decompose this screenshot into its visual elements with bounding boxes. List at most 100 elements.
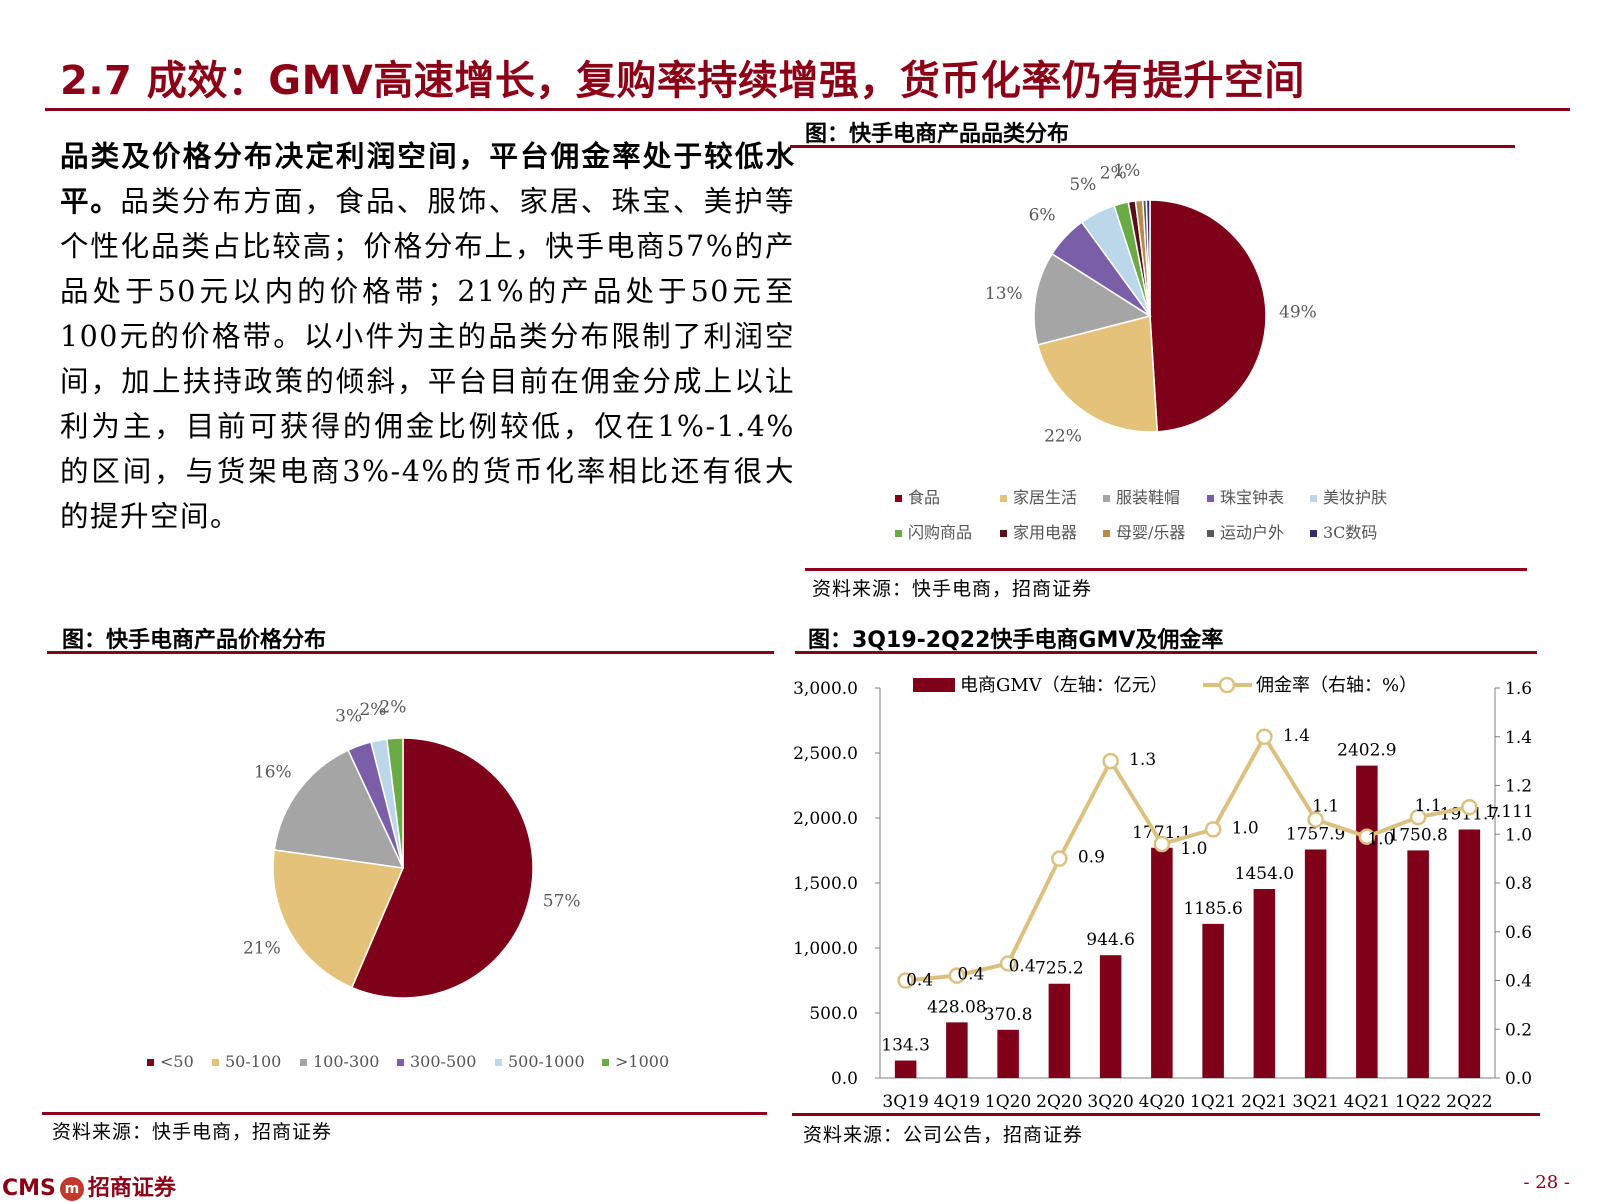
chart3-bar-3Q19 <box>894 1060 917 1078</box>
chart3-line-point-2Q22 <box>1461 798 1478 816</box>
body-text: 品类分布方面，食品、服饰、家居、珠宝、美护等个性化品类占比较高；价格分布上，快手… <box>60 185 795 533</box>
chart2-legend-swatch-3 <box>397 1059 404 1066</box>
chart1-legend-swatch-8 <box>1207 530 1214 537</box>
chart2-slice-label-2: 16% <box>254 763 292 783</box>
chart3-legend-line-label: 佣金率（右轴：%） <box>1256 675 1417 696</box>
chart3-bar-2Q21 <box>1253 888 1276 1078</box>
chart2-legend: <50 50-100 100-300 300-500 500-1000 >1000 <box>47 1052 777 1082</box>
chart3-x-tick-label-1Q20: 1Q20 <box>985 1092 1031 1112</box>
chart3-x-tick-label-4Q19: 4Q19 <box>934 1092 980 1112</box>
chart1-legend-item-3: 珠宝钟表 <box>1207 484 1284 508</box>
chart3-bar-3Q21 <box>1304 849 1327 1078</box>
chart2-legend-item-1: 50-100 <box>212 1052 281 1071</box>
chart1-slice-label-5: 2% <box>1100 164 1127 184</box>
chart3-bar-4Q19 <box>946 1022 968 1078</box>
chart3-line-label-4Q21: 1.0 <box>1367 830 1394 850</box>
chart1-legend-item-6: 家用电器 <box>1000 519 1077 543</box>
chart2-top-rule <box>47 651 774 654</box>
chart3-bar-1Q22 <box>1407 850 1429 1078</box>
chart2-legend-label-1: 50-100 <box>225 1052 282 1071</box>
chart2-slice-label-4: 2% <box>359 700 386 720</box>
chart3-left-tick-label: 500.0 <box>809 1004 858 1024</box>
page-title: 2.7 成效：GMV高速增长，复购率持续增强，货币化率仍有提升空间 <box>60 58 1305 104</box>
chart1-slice-9 <box>1145 199 1151 317</box>
chart2-legend-item-2: 100-300 <box>300 1052 379 1071</box>
chart3-bottom-rule <box>792 1113 1540 1116</box>
chart2-legend-label-5: >1000 <box>615 1052 670 1071</box>
chart3-left-tick-label: 2,000.0 <box>793 809 858 829</box>
chart1-legend-item-4: 美妆护肤 <box>1310 484 1387 508</box>
chart1-slice-0 <box>1149 199 1267 433</box>
chart1-legend-label-2: 服装鞋帽 <box>1116 488 1181 507</box>
chart2-legend-swatch-0 <box>147 1059 154 1066</box>
chart3-top-rule <box>795 651 1537 654</box>
chart3-right-tick-label: 1.0 <box>1505 825 1532 845</box>
chart2-slice-label-3: 3% <box>335 706 362 726</box>
chart1-top-rule <box>790 145 1515 148</box>
body-bold-lead: 品类及价格分布决定利润空间，平台佣金率处于较低水平。 <box>60 140 795 218</box>
chart3-bar-2Q22 <box>1458 829 1481 1078</box>
footer-logo: CMS m 招商证券 <box>2 1176 176 1201</box>
chart3-line-point-1Q22 <box>1409 808 1427 826</box>
chart3-line-label-1Q20: 0.4 <box>1009 956 1036 976</box>
chart1-legend-swatch-7 <box>1103 530 1110 537</box>
chart1-source: 资料来源：快手电商，招商证券 <box>812 578 1093 600</box>
chart3-x-tick-label-2Q20: 2Q20 <box>1036 1092 1082 1112</box>
chart2-legend-item-5: >1000 <box>602 1052 669 1071</box>
chart3-x-tick-label-3Q20: 3Q20 <box>1087 1092 1133 1112</box>
chart3-line-point-3Q21 <box>1307 811 1324 828</box>
chart1-legend-swatch-5 <box>895 530 902 537</box>
chart2-pie: 57%21%16%3%2%2% <box>243 700 581 999</box>
chart3-line-point-2Q20 <box>1051 850 1068 867</box>
chart3-line-point-3Q19 <box>897 972 914 989</box>
chart1-legend-label-1: 家居生活 <box>1013 488 1078 507</box>
chart3-title: 图：3Q19-2Q22快手电商GMV及佣金率 <box>808 628 1224 653</box>
chart1-legend-label-8: 运动户外 <box>1220 523 1285 542</box>
chart3-right-tick-label: 0.2 <box>1505 1020 1532 1040</box>
title-rule <box>45 108 1570 111</box>
chart1-legend-swatch-2 <box>1103 495 1110 502</box>
chart3-bar-label-1Q21: 1185.6 <box>1183 899 1242 919</box>
chart1-slice-label-4: 5% <box>1069 175 1096 195</box>
chart3-left-tick-label: 3,000.0 <box>793 679 858 699</box>
chart3-line-point-2Q21 <box>1256 728 1273 745</box>
chart1-legend-label-4: 美妆护肤 <box>1323 488 1388 507</box>
chart3-line-label-2Q22: 1.111 <box>1485 802 1534 822</box>
chart1-legend-item-8: 运动户外 <box>1207 519 1284 543</box>
chart2-legend-swatch-1 <box>212 1059 219 1066</box>
chart2-legend-swatch-4 <box>495 1059 502 1066</box>
chart1-bottom-rule <box>805 568 1527 571</box>
chart1-slice-label-2: 13% <box>985 284 1023 304</box>
chart2-slice-1 <box>272 849 405 989</box>
chart3-source: 资料来源：公司公告，招商证券 <box>803 1124 1084 1146</box>
chart1-legend-swatch-1 <box>1000 495 1007 502</box>
chart2-legend-label-2: 100-300 <box>313 1052 380 1071</box>
chart3-combo: 0.0 500.0 1,000.0 1,500.0 2,000.0 2,500.0 3,00… <box>793 675 1534 1112</box>
chart3-right-tick-label: 1.2 <box>1505 777 1532 797</box>
chart3-line-label-4Q19: 0.4 <box>957 965 984 985</box>
chart3-right-tick-label: 0.0 <box>1505 1069 1532 1089</box>
chart1-legend-label-9: 3C数码 <box>1323 523 1378 542</box>
chart3-x-tick-label-3Q19: 3Q19 <box>882 1092 928 1112</box>
chart2-slice-5 <box>386 737 404 869</box>
chart1-legend-swatch-6 <box>1000 530 1007 537</box>
chart1-slice-2 <box>1033 252 1152 346</box>
chart3-line-label-3Q19: 0.4 <box>906 971 933 991</box>
chart3-bar-4Q20 <box>1151 847 1173 1078</box>
chart3-bar-label-3Q21: 1757.9 <box>1286 824 1345 844</box>
chart3-line-point-3Q20 <box>1102 752 1119 770</box>
chart3-line-label-1Q21: 1.0 <box>1232 818 1259 838</box>
chart3-left-tick-label: 1,000.0 <box>793 939 858 959</box>
chart2-legend-label-0: <50 <box>160 1052 194 1071</box>
chart3-bar-label-2Q21: 1454.0 <box>1235 864 1294 884</box>
chart3-bar-label-3Q20: 944.6 <box>1086 930 1135 950</box>
chart3-line-label-2Q20: 0.9 <box>1078 848 1105 868</box>
chart1-slice-label-0: 49% <box>1279 302 1317 322</box>
chart3-right-tick-label: 0.4 <box>1505 972 1532 992</box>
chart3-line-point-1Q21 <box>1204 821 1222 838</box>
chart3-left-tick-label: 0.0 <box>831 1069 858 1089</box>
chart3-x-tick-label-3Q21: 3Q21 <box>1292 1092 1338 1112</box>
chart3-left-tick-label: 2,500.0 <box>793 744 858 764</box>
chart3-line-point-1Q20 <box>999 955 1017 972</box>
chart3-line-point-4Q19 <box>948 967 966 984</box>
